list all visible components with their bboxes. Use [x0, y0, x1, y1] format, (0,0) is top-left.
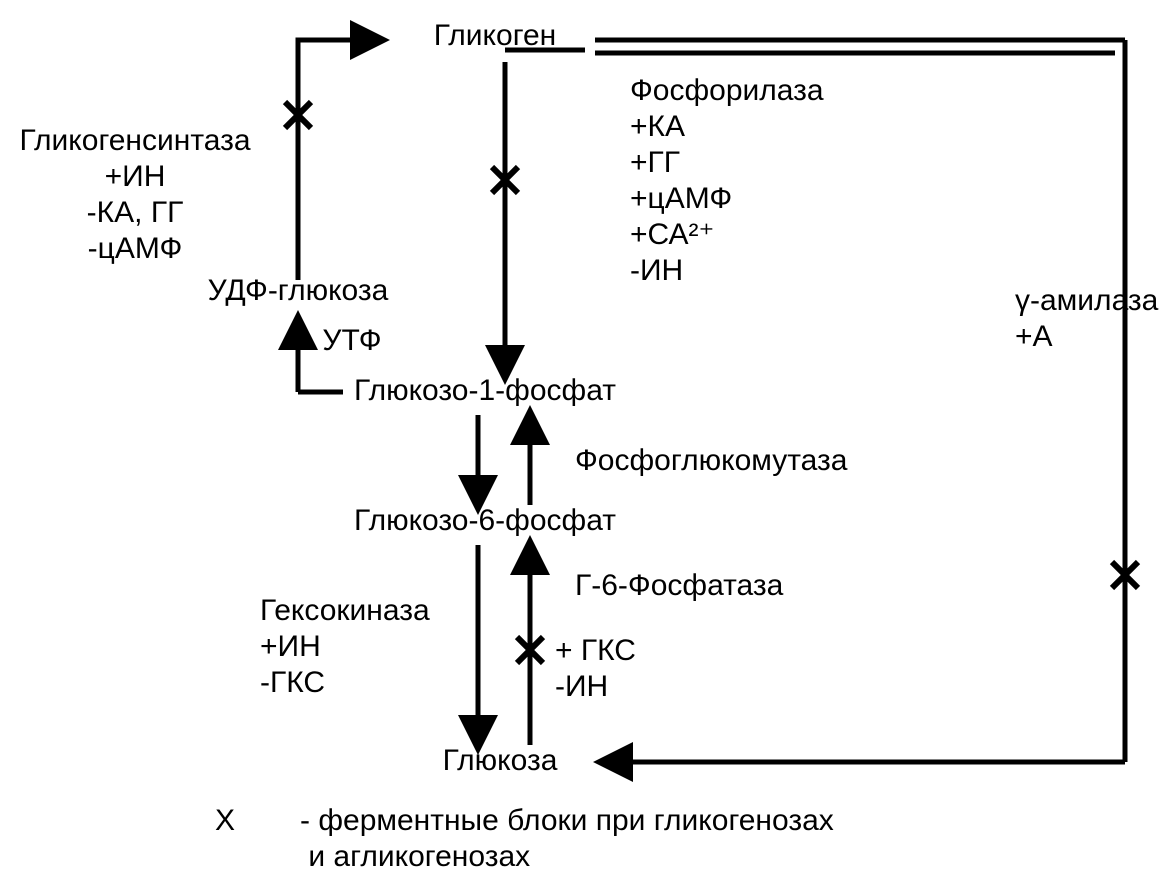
glycogen-metabolism-diagram: Гликоген Глюкозо-1-фосфат Глюкозо-6-фосфат…	[0, 0, 1172, 877]
label-phosphoglucomutase: Фосфоглюкомутаза	[575, 444, 848, 477]
node-glycogen: Гликоген	[434, 19, 557, 52]
label-g6p_regulation: + ГКС-ИН	[555, 634, 636, 703]
label-g6_phosphatase: Г-6-Фосфатаза	[575, 569, 784, 602]
legend-text: - ферментные блоки при гликогенозах и аг…	[300, 804, 834, 873]
label-hexokinase: Гексокиназа+ИН-ГКС	[260, 594, 430, 699]
node-g6p: Глюкозо-6-фосфат	[354, 504, 616, 537]
edge-udp-to-glycogen	[298, 40, 380, 280]
label-gamma_amylase: γ-амилаза+А	[1015, 284, 1159, 353]
node-g1p: Глюкозо-1-фосфат	[354, 374, 616, 407]
node-glucose: Глюкоза	[443, 744, 558, 777]
label-glycogen_synthase: Гликогенсинтаза+ИН-КА, ГГ-цАМФ	[19, 124, 250, 265]
node-udp_glucose: УДФ-глюкоза	[208, 274, 389, 307]
label-phosphorylase: Фосфорилаза+КА+ГГ+цАМФ+СА²⁺-ИН	[630, 74, 824, 287]
legend-x-symbol: Х	[215, 804, 235, 837]
node-utf: УТФ	[322, 324, 381, 357]
